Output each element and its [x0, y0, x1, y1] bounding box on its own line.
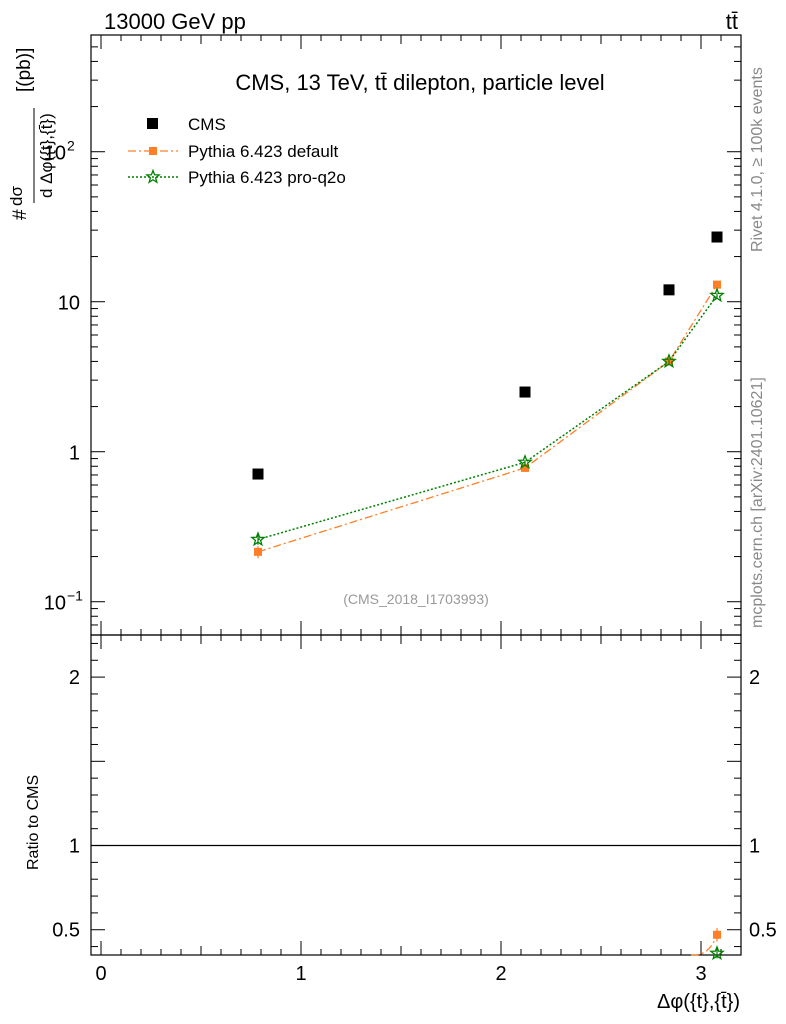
x-tick-label: 0 — [95, 963, 106, 985]
y-tick-label: 1 — [69, 443, 80, 465]
ratio-plot-frame — [90, 634, 742, 956]
x-tick-label: 2 — [495, 963, 506, 985]
legend-pro-marker — [145, 168, 161, 184]
ratio-marker-pythia-pro-q2o — [709, 944, 725, 961]
ratio-y-tick-label-right: 2 — [749, 667, 760, 689]
y-tick-label: 10 — [58, 293, 80, 315]
marker-pythia-pro-q2o — [517, 453, 533, 470]
marker-pythia-default — [521, 463, 529, 472]
mcplots-label: mcplots.cern.ch [arXiv:2401.10621] — [749, 377, 766, 628]
y-tick-exponent: 2 — [67, 138, 75, 154]
legend-pro-label: Pythia 6.423 pro-q2o — [188, 168, 346, 187]
marker-cms — [252, 468, 264, 480]
x-axis-label: Δφ({t},{t̄}) — [657, 991, 740, 1013]
marker-cms — [663, 284, 675, 296]
legend-cms-marker — [147, 118, 158, 129]
svg-text:[(pb)]: [(pb)] — [14, 48, 35, 92]
marker-pythia-pro-q2o — [709, 287, 725, 303]
svg-text:d Δφ({t},{t̄}): d Δφ({t},{t̄}) — [37, 113, 56, 198]
marker-pythia-default — [713, 280, 721, 289]
series-line-pythia-default — [257, 284, 718, 553]
marker-pythia-pro-q2o — [250, 531, 266, 547]
svg-text:#: # — [10, 209, 31, 220]
series-markers — [250, 231, 725, 559]
x-tick-label: 1 — [295, 963, 306, 985]
ratio-y-label: Ratio to CMS — [25, 775, 42, 870]
rivet-label: Rivet 4.1.0, ≥ 100k events — [749, 67, 766, 252]
y-axis-label: # dσ d Δφ({t},{t̄}) [(pb)] — [7, 48, 56, 220]
ratio-y-tick-label: 0.5 — [52, 920, 80, 942]
marker-pythia-default — [254, 547, 262, 556]
marker-cms — [711, 231, 723, 243]
y-tick-label: 10 — [44, 143, 66, 165]
ratio-marker-pythia-default — [713, 930, 721, 939]
watermark: (CMS_2018_I1703993) — [343, 591, 489, 607]
x-tick-label: 3 — [695, 963, 706, 985]
ratio-y-tick-label-right: 0.5 — [749, 920, 777, 942]
ratio-content — [91, 844, 741, 961]
legend: CMS Pythia 6.423 default Pythia 6.423 pr… — [128, 115, 346, 187]
header-right: tt̄ — [726, 9, 738, 34]
legend-cms-label: CMS — [188, 115, 226, 134]
marker-pythia-pro-q2o — [661, 353, 677, 369]
ratio-y-tick-label-right: 1 — [749, 836, 760, 858]
series-line-pythia-pro-q2o — [257, 295, 718, 541]
chart-title: CMS, 13 TeV, tt̄ dilepton, particle leve… — [235, 70, 604, 95]
legend-star-shape — [145, 168, 161, 184]
legend-default-label: Pythia 6.423 default — [188, 142, 339, 161]
series-lines — [257, 284, 718, 553]
marker-cms — [519, 386, 531, 398]
y-tick-label: 10 — [44, 593, 66, 615]
y-tick-exponent: −1 — [67, 588, 83, 604]
header-left: 13000 GeV pp — [104, 9, 246, 34]
svg-text:dσ: dσ — [7, 186, 26, 206]
ratio-y-tick-label: 1 — [69, 836, 80, 858]
ratio-y-tick-label: 2 — [69, 667, 80, 689]
legend-default-marker — [149, 147, 157, 155]
